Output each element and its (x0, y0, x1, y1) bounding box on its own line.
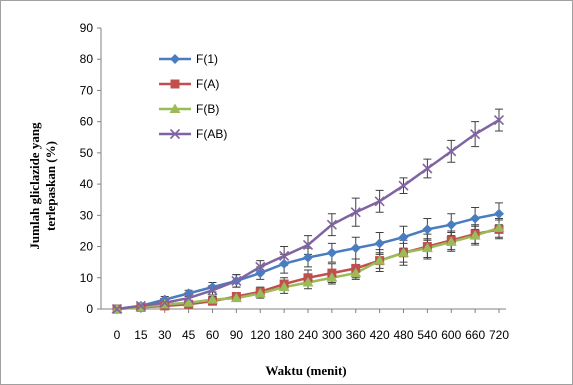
data-point-fb (230, 292, 242, 303)
data-point-fab (279, 250, 290, 261)
series-markers (111, 115, 505, 315)
data-point-f1 (255, 268, 266, 279)
x-tick-label: 300 (322, 328, 342, 342)
data-point-f1 (422, 224, 433, 235)
legend-label-fa: F(A) (196, 77, 219, 91)
data-point-fb (350, 267, 362, 278)
data-point-fab (302, 239, 314, 251)
x-tick-label: 420 (370, 328, 390, 342)
x-tick-label: 480 (393, 328, 413, 342)
data-point-fb (278, 281, 290, 292)
data-point-f1 (303, 252, 313, 263)
legend-label-fab: F(AB) (196, 127, 227, 141)
x-tick-label: 600 (441, 328, 461, 342)
data-point-fab (422, 163, 433, 174)
x-tick-label: 240 (298, 328, 318, 342)
x-tick-label: 360 (346, 328, 366, 342)
x-tick-label: 120 (250, 328, 270, 342)
axes: 0 10 20 30 40 50 60 70 80 90 0 15 30 45 60 90 120 180 240 3… (80, 21, 510, 342)
data-point-f1 (207, 282, 218, 293)
data-point-fab (398, 180, 409, 191)
x-tick-label: 180 (274, 328, 294, 342)
data-point-fab (183, 293, 194, 304)
legend-marker-fa (170, 79, 180, 89)
legend-label-fb: F(B) (196, 102, 219, 116)
data-point-fb (421, 242, 433, 253)
data-point-fab (111, 303, 123, 315)
x-tick-label: 30 (158, 328, 172, 342)
x-axis-title: Waktu (menit) (265, 363, 346, 378)
x-tick-label: 60 (206, 328, 220, 342)
data-point-fab (446, 146, 457, 157)
data-point-fab (135, 300, 146, 311)
y-tick-label: 40 (80, 177, 94, 191)
x-tick-label: 660 (465, 328, 485, 342)
data-point-fab (350, 207, 361, 218)
data-point-fb (207, 294, 218, 304)
data-point-fab (207, 285, 218, 296)
x-tick-label: 0 (114, 328, 121, 342)
data-point-f1 (279, 258, 290, 269)
y-axis-title: Jumlah gliclazide yang terlepaskan (%) (27, 122, 58, 250)
x-tick-label: 90 (230, 328, 244, 342)
data-point-fab (231, 275, 242, 286)
y-tick-label: 30 (80, 208, 94, 222)
legend-marker-fb (169, 103, 181, 113)
data-point-fab (159, 297, 170, 308)
data-point-fab (470, 129, 481, 140)
y-tick-label: 80 (80, 52, 94, 66)
y-tick-label: 10 (80, 271, 94, 285)
data-point-fb (493, 222, 505, 232)
data-point-f1 (326, 247, 337, 258)
x-tick-label: 15 (134, 328, 148, 342)
y-tick-label: 20 (80, 240, 94, 254)
x-tick-label: 720 (489, 328, 509, 342)
data-point-fb (469, 230, 481, 240)
y-tick-label: 70 (80, 83, 94, 97)
data-point-fab (493, 115, 505, 126)
x-tick-label: 45 (182, 328, 196, 342)
data-point-fab (326, 219, 337, 230)
y-tick-label: 60 (80, 115, 94, 129)
legend-marker-f1 (170, 54, 180, 64)
data-point-f1 (350, 243, 361, 254)
data-point-fb (302, 276, 314, 287)
data-point-f1 (398, 232, 409, 243)
legend-label-f1: F(1) (196, 52, 218, 66)
data-point-f1 (470, 213, 481, 224)
data-point-fb (254, 287, 266, 298)
data-point-fab (255, 261, 266, 272)
data-point-fb (374, 255, 386, 265)
data-point-f1 (494, 208, 504, 219)
x-tick-label: 540 (417, 328, 437, 342)
data-point-fb (398, 247, 409, 257)
y-axis-title-line-2: terlepaskan (%) (43, 141, 58, 231)
data-point-fab (374, 196, 385, 207)
y-tick-label: 0 (86, 302, 93, 316)
y-tick-label: 90 (80, 21, 94, 35)
data-point-fb (326, 272, 338, 282)
data-point-f1 (374, 238, 385, 249)
legend: F(1) F(A) F(B) F(AB) (159, 52, 227, 141)
y-axis-title-line-1: Jumlah gliclazide yang (27, 122, 42, 250)
legend-marker-fab (169, 128, 181, 140)
data-point-f1 (446, 219, 457, 230)
y-tick-label: 50 (80, 146, 94, 160)
data-point-fb (445, 236, 457, 246)
data-point-fb (183, 297, 195, 307)
